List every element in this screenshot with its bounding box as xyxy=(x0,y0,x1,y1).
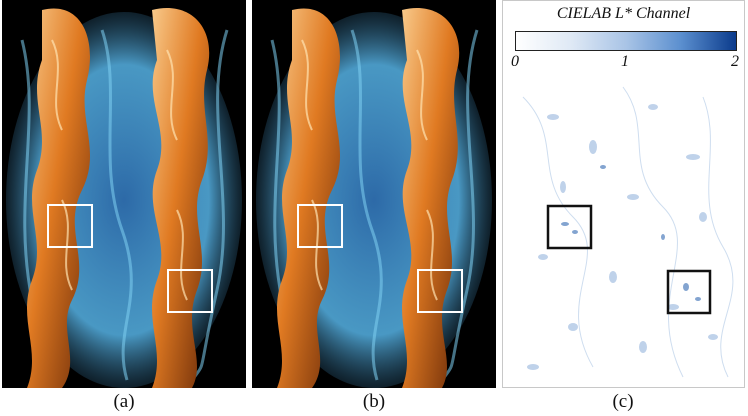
fire-render-image-b xyxy=(252,0,496,388)
colorbar-tick-1: 1 xyxy=(621,53,629,70)
colorbar-tick-2: 2 xyxy=(731,53,739,70)
highlight-box-1 xyxy=(297,204,343,248)
render-panel-b xyxy=(252,0,496,388)
colorbar xyxy=(515,31,737,51)
caption-a: (a) xyxy=(113,391,135,412)
fire-render-image-a xyxy=(2,0,246,388)
colorbar-tick-0: 0 xyxy=(511,53,519,70)
difference-map-panel: CIELAB L* Channel 0 1 2 xyxy=(502,0,745,388)
render-panel-a xyxy=(2,0,246,388)
caption-b: (b) xyxy=(362,391,386,412)
highlight-box-2 xyxy=(666,269,712,315)
highlight-box-2 xyxy=(167,269,213,313)
difference-map-image xyxy=(522,86,734,378)
flame-column-right xyxy=(152,8,210,388)
flame-column-left xyxy=(27,8,91,388)
caption-c: (c) xyxy=(612,391,634,412)
flame-column-right xyxy=(402,8,460,388)
highlight-box-2 xyxy=(417,269,463,313)
highlight-box-1 xyxy=(47,204,93,248)
colorbar-title: CIELAB L* Channel xyxy=(556,5,691,22)
flame-column-left xyxy=(277,8,341,388)
highlight-box-1 xyxy=(546,204,593,250)
